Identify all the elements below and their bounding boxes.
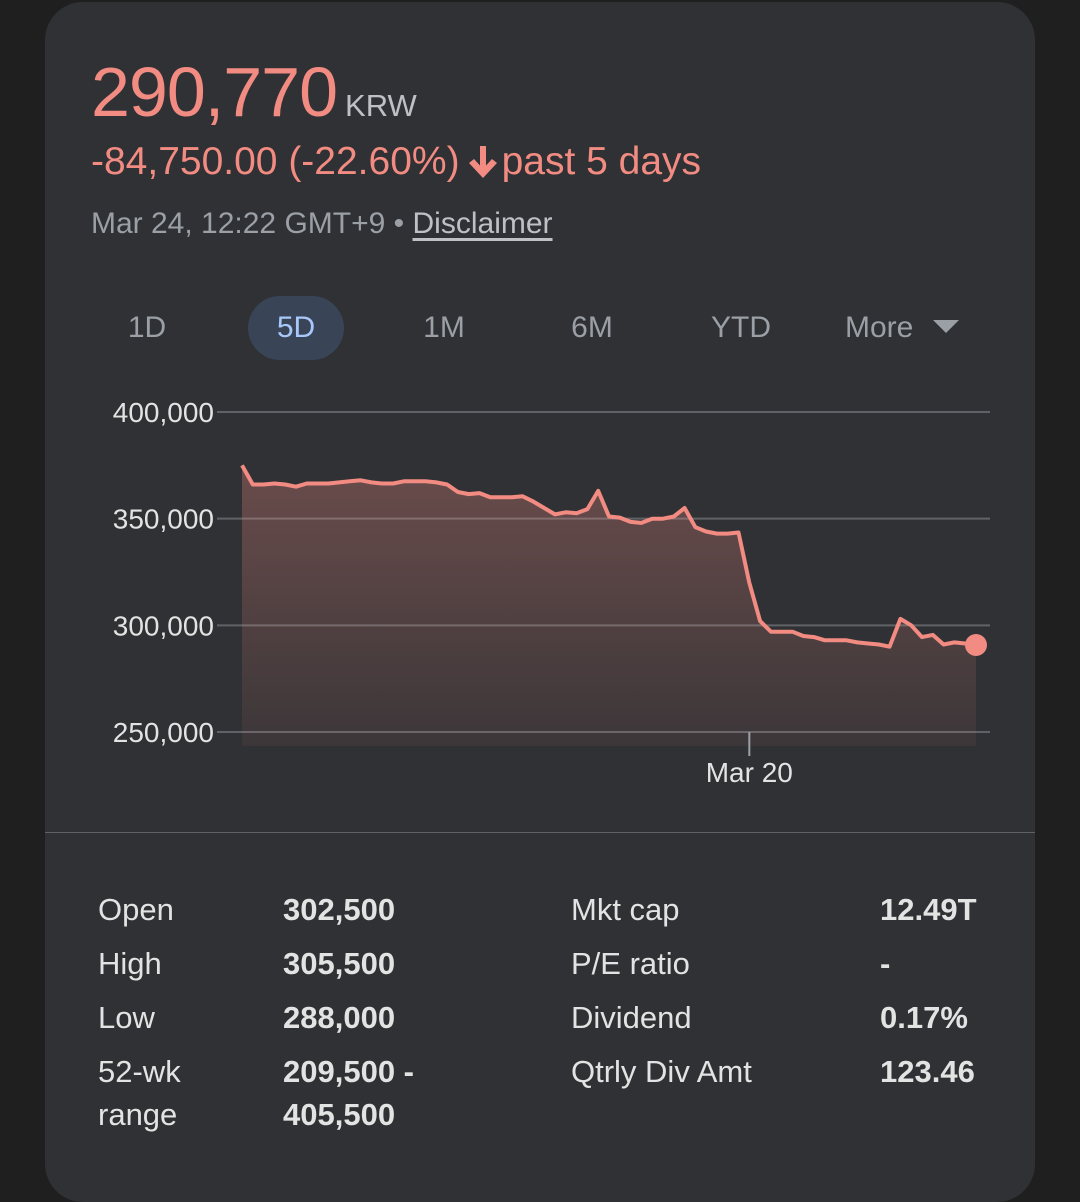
change-period: past 5 days: [501, 140, 702, 183]
stat-value-high: 305,500: [283, 946, 396, 981]
range-tab-1d[interactable]: 1D: [127, 311, 167, 344]
stock-quote-card: 290,770 KRW -84,750.00 (-22.60%) past 5 da…: [45, 2, 1035, 1202]
stat-value-52wk: 209,500 -: [283, 1054, 414, 1089]
price-row: 290,770 KRW: [91, 52, 417, 132]
stat-label-dividend: Dividend: [571, 1000, 692, 1035]
stat-label-low: Low: [98, 1000, 155, 1035]
stat-value-low: 288,000: [283, 1000, 396, 1035]
stat-label-52wk-line2: range: [98, 1097, 178, 1132]
range-tab-ytd[interactable]: YTD: [711, 311, 771, 344]
range-tab-6m[interactable]: 6M: [571, 311, 613, 344]
stat-value-pe-ratio: -: [880, 946, 891, 981]
price-change-row: -84,750.00 (-22.60%) past 5 days: [91, 140, 701, 188]
currency-code: KRW: [345, 88, 417, 123]
y-tick-label: 250,000: [113, 717, 214, 748]
stat-label-open: Open: [98, 892, 174, 927]
stat-label-qtrly-div: Qtrly Div Amt: [571, 1054, 752, 1089]
stat-value-qtrly-div: 123.46: [880, 1054, 975, 1089]
section-divider: [45, 832, 1035, 833]
disclaimer-link[interactable]: Disclaimer: [412, 207, 553, 240]
stat-value-mkt-cap: 12.49T: [880, 892, 977, 927]
price-area: [242, 465, 976, 746]
price-line: [240, 464, 977, 649]
stat-value-open: 302,500: [283, 892, 396, 927]
y-tick-label: 300,000: [113, 610, 214, 641]
price-change: -84,750.00 (-22.60%): [91, 140, 460, 183]
stat-value-52wk-line2: 405,500: [283, 1097, 396, 1132]
last-price-dot: [965, 634, 987, 657]
range-selector: 1D 5D 1M 6M YTD More: [45, 296, 1035, 360]
more-ranges-label: More: [845, 311, 914, 344]
quote-meta: Mar 24, 12:22 GMT+9 • Disclaimer: [91, 207, 553, 241]
arrow-down-icon: [468, 144, 498, 188]
more-ranges-button[interactable]: More: [845, 296, 960, 360]
quote-timestamp: Mar 24, 12:22 GMT+9: [91, 207, 386, 240]
stat-label-pe-ratio: P/E ratio: [571, 946, 690, 981]
current-price: 290,770: [91, 53, 338, 131]
range-tab-5d[interactable]: 5D: [248, 296, 344, 360]
y-tick-label: 350,000: [113, 504, 214, 535]
stat-label-mkt-cap: Mkt cap: [571, 892, 680, 927]
meta-separator: •: [393, 207, 405, 240]
range-tab-1m[interactable]: 1M: [423, 311, 465, 344]
x-tick-label: Mar 20: [706, 757, 793, 788]
stat-value-dividend: 0.17%: [880, 1000, 968, 1035]
stat-label-52wk: 52-wk: [98, 1054, 181, 1089]
stat-label-high: High: [98, 946, 162, 981]
caret-down-icon: [933, 320, 960, 333]
y-tick-label: 400,000: [113, 397, 214, 428]
